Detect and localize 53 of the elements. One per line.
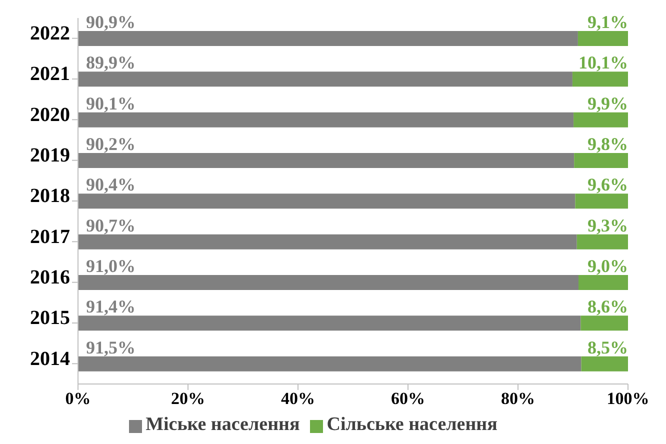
y-tick-label: 2018 (30, 185, 70, 208)
bar (78, 112, 574, 128)
bar (576, 234, 628, 250)
y-tick-label: 2016 (30, 266, 70, 288)
bar (78, 72, 572, 87)
x-tick-label: 100% (606, 389, 650, 408)
data-label: 10,1% (578, 52, 628, 73)
data-label: 9,8% (588, 134, 628, 154)
data-label: 9,0% (588, 256, 628, 276)
bar (580, 316, 628, 331)
x-tick-label: 40% (281, 389, 315, 408)
bar (78, 316, 581, 331)
y-tick-label: 2019 (30, 144, 70, 166)
bar (581, 356, 628, 372)
data-label: 90,1% (86, 93, 136, 114)
bar (574, 112, 628, 128)
data-label: 9,6% (588, 174, 628, 195)
bar (78, 153, 574, 168)
bar (575, 194, 628, 209)
bar (78, 275, 578, 290)
bar (578, 275, 628, 290)
legend-label: Міське населення (146, 414, 300, 435)
data-label: 9,9% (588, 93, 628, 114)
data-label: 91,0% (86, 256, 136, 276)
bar (78, 234, 577, 250)
x-tick-label: 0% (65, 389, 91, 408)
data-label: 9,3% (588, 215, 628, 236)
bar (578, 31, 628, 46)
bar (574, 153, 628, 168)
data-label: 90,2% (86, 134, 136, 154)
data-label: 8,5% (588, 337, 628, 358)
y-tick-label: 2017 (30, 226, 70, 248)
data-label: 90,7% (86, 215, 136, 236)
y-tick-label: 2022 (30, 22, 70, 44)
y-tick-label: 2021 (30, 63, 70, 86)
x-tick-label: 20% (171, 389, 205, 408)
data-label: 90,4% (86, 174, 136, 195)
data-label: 91,4% (86, 296, 136, 317)
data-label: 89,9% (86, 52, 136, 73)
data-label: 90,9% (86, 12, 136, 32)
bar (572, 72, 628, 87)
x-tick-label: 80% (501, 389, 535, 408)
legend-label: Сільське населення (326, 414, 498, 435)
data-label: 9,1% (588, 12, 628, 32)
bar (78, 194, 576, 209)
data-label: 8,6% (588, 296, 628, 317)
bar (78, 356, 582, 372)
y-tick-label: 2015 (30, 307, 70, 330)
bar (78, 31, 578, 46)
y-tick-label: 2020 (30, 104, 70, 126)
y-tick-label: 2014 (30, 348, 70, 370)
x-tick-label: 60% (391, 389, 425, 408)
data-label: 91,5% (86, 337, 136, 358)
